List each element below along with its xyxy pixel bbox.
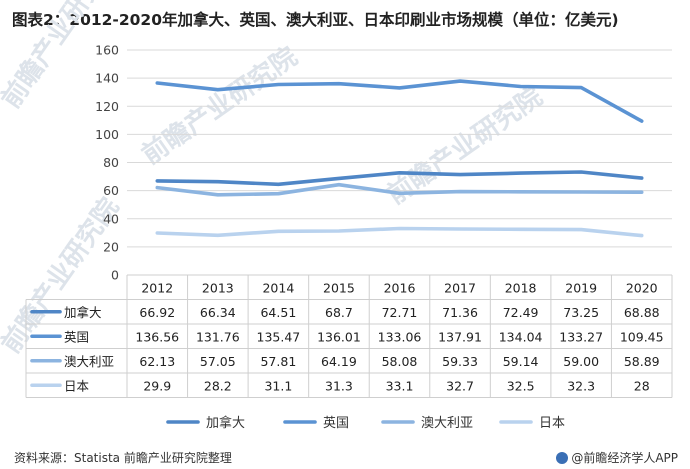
series-lines bbox=[155, 79, 644, 238]
data-cell: 31.3 bbox=[325, 378, 353, 393]
series-line bbox=[155, 79, 644, 123]
data-cell: 72.71 bbox=[382, 305, 418, 320]
data-cell: 72.49 bbox=[503, 305, 539, 320]
row-series-name: 澳大利亚 bbox=[64, 354, 114, 369]
data-cell: 109.45 bbox=[620, 329, 664, 344]
data-cell: 68.7 bbox=[325, 305, 353, 320]
y-axis: 0 20 40 60 80 100 120 140 160 bbox=[95, 43, 119, 283]
legend: 加拿大 英国 澳大利亚 日本 bbox=[166, 415, 565, 431]
data-cell: 29.9 bbox=[143, 378, 171, 393]
data-cell: 73.25 bbox=[563, 305, 599, 320]
data-cell: 66.34 bbox=[200, 305, 236, 320]
data-cell: 134.04 bbox=[499, 329, 543, 344]
x-category-label: 2014 bbox=[262, 280, 294, 295]
data-cell: 137.91 bbox=[438, 329, 482, 344]
chart-title: 图表2：2012-2020年加拿大、英国、澳大利亚、日本印刷业市场规模（单位：亿… bbox=[12, 11, 619, 29]
x-category-label: 2013 bbox=[202, 280, 234, 295]
legend-label: 英国 bbox=[323, 416, 349, 431]
data-cell: 66.92 bbox=[139, 305, 175, 320]
data-cell: 32.7 bbox=[446, 378, 474, 393]
y-tick-label: 40 bbox=[103, 211, 119, 226]
x-category-label: 2017 bbox=[444, 280, 476, 295]
brand-text: @前瞻经济学人APP bbox=[571, 451, 678, 465]
data-cell: 135.47 bbox=[257, 329, 301, 344]
row-series-name: 英国 bbox=[64, 329, 89, 344]
data-cell: 136.56 bbox=[135, 329, 179, 344]
data-cell: 33.1 bbox=[386, 378, 414, 393]
data-cell: 32.5 bbox=[507, 378, 535, 393]
data-cell: 59.14 bbox=[503, 354, 539, 369]
data-cell: 133.06 bbox=[378, 329, 422, 344]
data-cell: 58.08 bbox=[382, 354, 418, 369]
data-cell: 136.01 bbox=[317, 329, 361, 344]
source-note: 资料来源：Statista 前瞻产业研究院整理 bbox=[14, 451, 232, 465]
series-line bbox=[155, 170, 644, 187]
x-category-label: 2015 bbox=[323, 280, 355, 295]
data-cell: 71.36 bbox=[442, 305, 478, 320]
data-cell: 68.88 bbox=[624, 305, 660, 320]
y-tick-label: 140 bbox=[95, 71, 119, 86]
brand-logo-icon bbox=[556, 452, 569, 464]
y-tick-label: 20 bbox=[103, 239, 119, 254]
data-cell: 32.3 bbox=[567, 378, 595, 393]
legend-label: 加拿大 bbox=[206, 415, 245, 431]
y-tick-label: 60 bbox=[103, 183, 119, 198]
data-cell: 28.2 bbox=[204, 378, 232, 393]
x-category-label: 2018 bbox=[505, 280, 537, 295]
brand-credit: @前瞻经济学人APP bbox=[556, 449, 678, 466]
x-category-label: 2019 bbox=[565, 280, 597, 295]
series-line bbox=[155, 226, 644, 238]
legend-label: 日本 bbox=[539, 416, 565, 431]
data-cell: 62.13 bbox=[139, 354, 175, 369]
x-category-label: 2020 bbox=[626, 280, 658, 295]
data-cell: 64.51 bbox=[260, 305, 296, 320]
data-table: 2012 2013 2014 2015 2016 2017 2018 2019 2020 加拿大 6… bbox=[25, 274, 673, 398]
data-cell: 28 bbox=[634, 378, 650, 393]
legend-label: 澳大利亚 bbox=[421, 415, 473, 431]
data-cell: 58.89 bbox=[624, 354, 660, 369]
row-series-name: 日本 bbox=[64, 378, 90, 393]
y-tick-label: 100 bbox=[95, 127, 119, 142]
data-cell: 131.76 bbox=[196, 329, 240, 344]
y-tick-label: 120 bbox=[95, 99, 119, 114]
y-tick-label: 0 bbox=[111, 268, 119, 283]
data-cell: 57.81 bbox=[260, 354, 296, 369]
data-cell: 133.27 bbox=[559, 329, 603, 344]
data-cell: 59.00 bbox=[563, 354, 599, 369]
data-cell: 64.19 bbox=[321, 354, 357, 369]
y-tick-label: 160 bbox=[95, 43, 119, 58]
row-series-name: 加拿大 bbox=[64, 305, 102, 320]
gridlines bbox=[127, 49, 672, 276]
data-cell: 57.05 bbox=[200, 354, 236, 369]
x-category-label: 2016 bbox=[384, 280, 416, 295]
data-cell: 59.33 bbox=[442, 354, 478, 369]
data-cell: 31.1 bbox=[264, 378, 292, 393]
y-tick-label: 80 bbox=[103, 155, 119, 170]
series-line bbox=[155, 182, 644, 197]
x-category-label: 2012 bbox=[141, 280, 173, 295]
